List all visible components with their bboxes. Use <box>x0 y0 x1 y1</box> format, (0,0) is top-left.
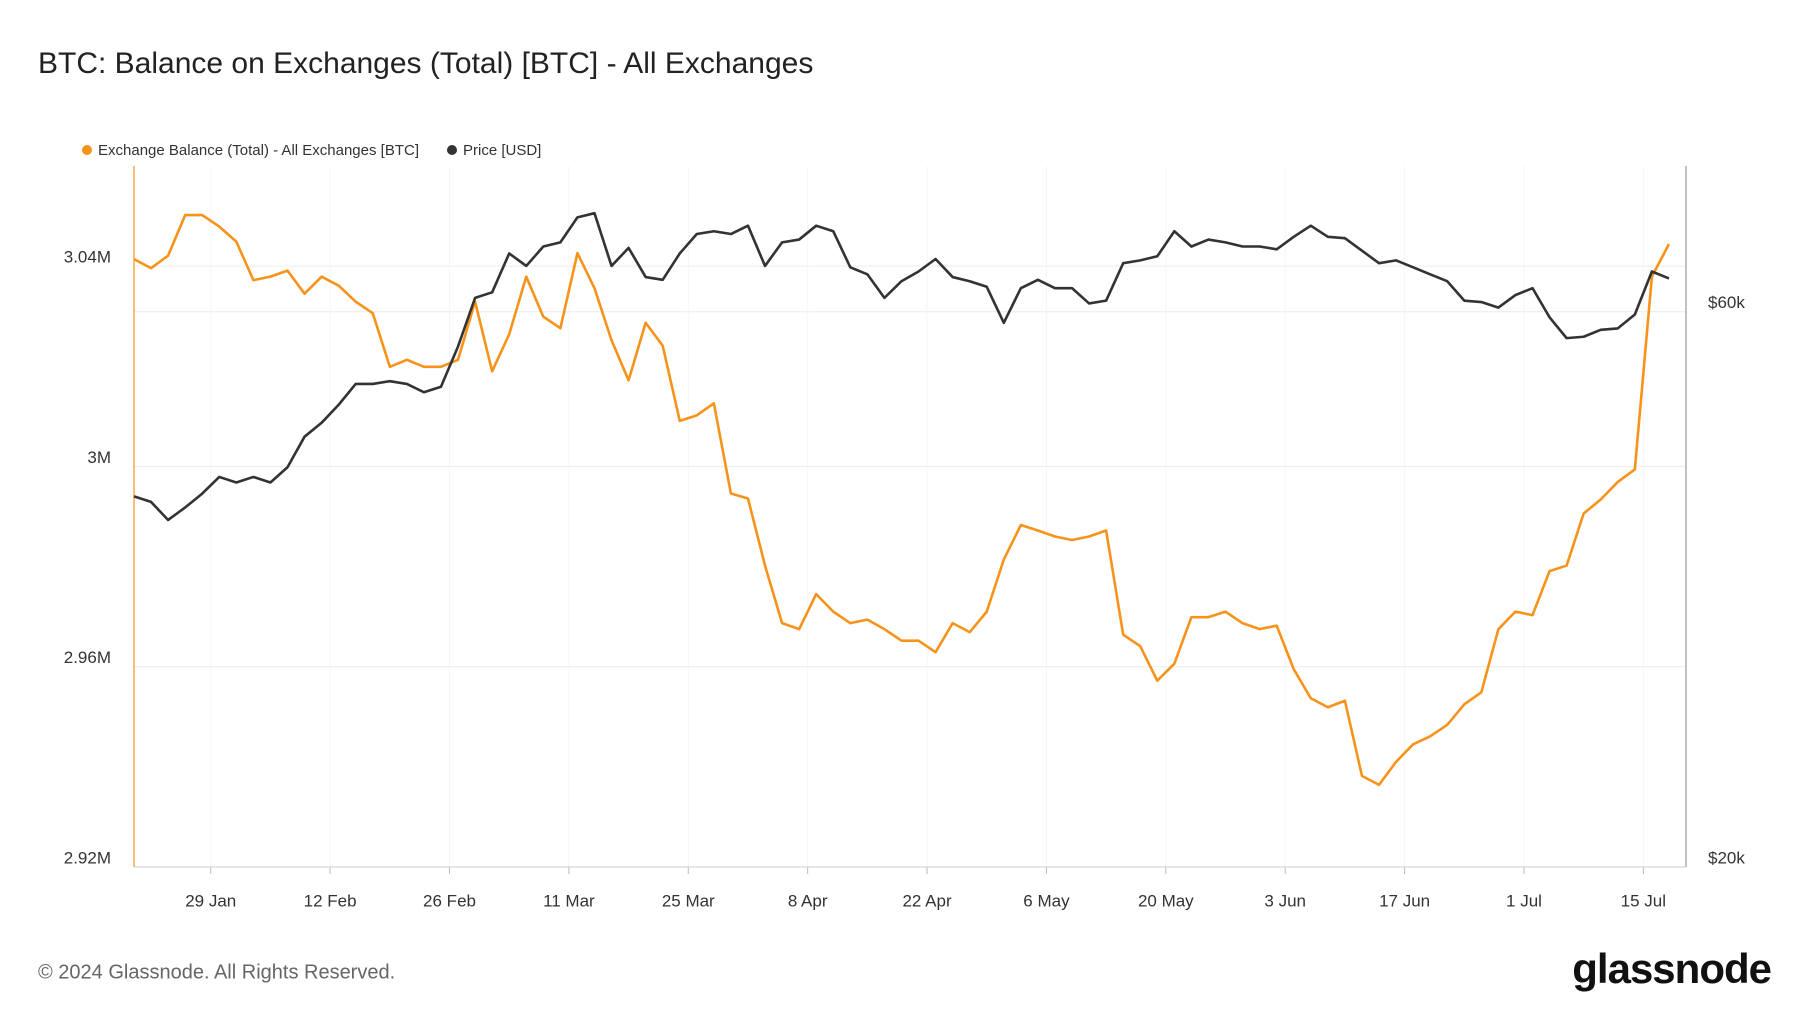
y-tick-label: 3.04M <box>64 248 111 267</box>
series-line <box>133 211 1670 522</box>
legend-marker <box>82 145 92 155</box>
x-tick-label: 6 May <box>1023 891 1070 910</box>
y-tick-label: 2.96M <box>64 648 111 667</box>
x-tick-label: 26 Feb <box>423 891 476 910</box>
x-tick-label: 25 Mar <box>662 891 715 910</box>
legend-label: Exchange Balance (Total) - All Exchanges… <box>98 142 419 159</box>
x-tick-label: 15 Jul <box>1621 891 1666 910</box>
y2-tick-label: $20k <box>1708 848 1745 867</box>
legend-label: Price [USD] <box>463 142 541 159</box>
x-tick-label: 17 Jun <box>1379 891 1430 910</box>
x-tick-label: 3 Jun <box>1264 891 1306 910</box>
x-tick-label: 8 Apr <box>788 891 828 910</box>
x-tick-label: 20 May <box>1138 891 1194 910</box>
x-tick-label: 11 Mar <box>543 891 595 910</box>
y-tick-label: 3M <box>87 448 111 467</box>
x-tick-label: 22 Apr <box>902 891 951 910</box>
x-tick-label: 12 Feb <box>304 891 357 910</box>
x-tick-label: 1 Jul <box>1506 891 1542 910</box>
brand-logo: glassnode <box>1572 945 1771 992</box>
x-tick-label: 29 Jan <box>185 891 236 910</box>
y-tick-label: 2.92M <box>64 848 111 867</box>
chart-title: BTC: Balance on Exchanges (Total) [BTC] … <box>38 47 813 80</box>
y2-tick-label: $60k <box>1708 293 1745 312</box>
legend-marker <box>447 145 457 155</box>
series-line <box>133 213 1671 787</box>
copyright: © 2024 Glassnode. All Rights Reserved. <box>38 961 395 983</box>
